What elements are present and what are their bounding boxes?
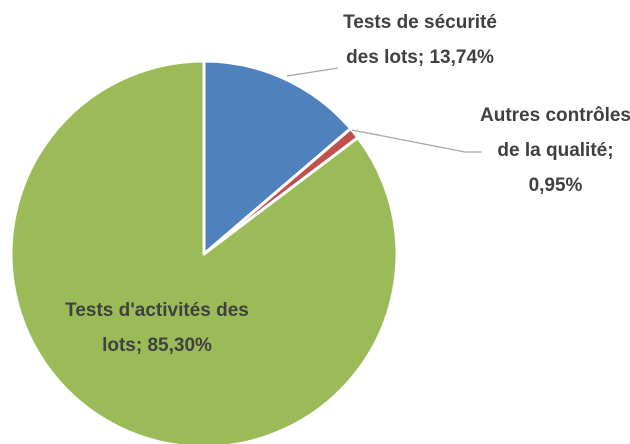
- label-separator: ;: [135, 335, 148, 356]
- label-value: 85,30%: [147, 335, 212, 356]
- label-category: Tests de sécurité des lots: [343, 12, 497, 68]
- data-label: Tests d'activités des lots; 85,30%: [62, 293, 252, 363]
- pie-slice: [9, 59, 399, 444]
- data-label: Tests de sécurité des lots; 13,74%: [335, 5, 505, 75]
- label-category: Autres contrôles de la qualité: [480, 105, 630, 161]
- leader-line: [351, 129, 482, 153]
- label-separator: ;: [417, 47, 430, 68]
- label-value: 13,74%: [429, 47, 494, 68]
- leader-line: [286, 67, 339, 77]
- pie-slice: [202, 59, 353, 256]
- label-separator: ;: [607, 140, 614, 161]
- data-label: Autres contrôles de la qualité; 0,95%: [478, 98, 630, 203]
- label-value: 0,95%: [528, 175, 583, 196]
- label-category: Tests d'activités des lots: [65, 300, 249, 356]
